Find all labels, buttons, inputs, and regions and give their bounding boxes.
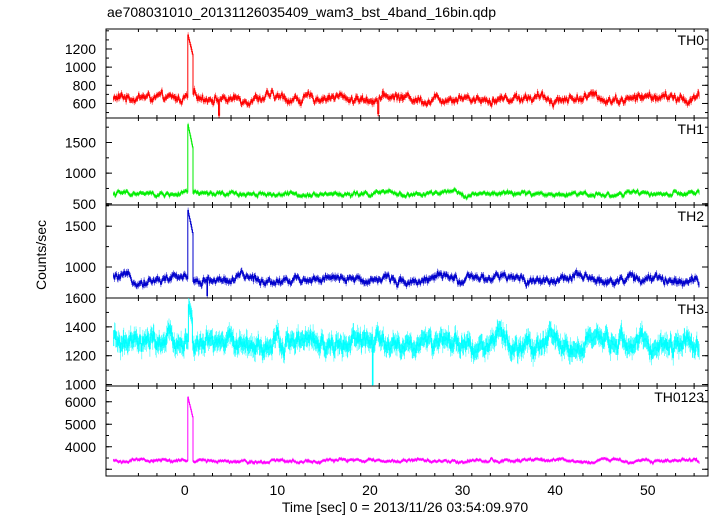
panel-th3: 1000 1200 1400 1600 TH3 [65,290,709,393]
series-error-bars [113,32,700,118]
panel-th2: 1000 1500 TH2 [65,204,709,299]
panel-frame [105,28,709,119]
y-tick-label: 600 [73,95,97,111]
panel-label: TH1 [678,121,705,137]
panel-label: TH3 [678,301,705,317]
y-tick-label: 1600 [65,290,96,306]
y-tick-label: 1000 [65,165,96,181]
y-tick-label: 1500 [65,218,96,234]
series-line-th2 [113,209,700,297]
x-tick-label: 40 [547,482,563,498]
panel-frame [105,385,709,477]
y-tick-label: 500 [73,196,97,212]
panel-th1: 500 1000 1500 TH1 [65,117,709,212]
series-line-th1 [113,124,700,200]
x-tick-label: 50 [640,482,656,498]
panel-label: TH0123 [654,389,704,405]
y-tick-label: 6000 [65,394,96,410]
panel-label: TH0 [678,32,705,48]
y-tick-label: 1000 [65,59,96,75]
panel-label: TH2 [678,208,705,224]
series-error-bars [113,396,700,466]
y-tick-label: 5000 [65,416,96,432]
x-tick-label: 10 [270,482,286,498]
y-tick-label: 4000 [65,439,96,455]
panel-th0: 600 800 1000 1200 TH0 [65,28,709,119]
series-line-th0123 [113,396,700,465]
x-tick-label: 0 [181,482,189,498]
series-line-th3 [113,304,700,386]
y-axis-label: Counts/sec [33,220,49,290]
y-tick-label: 1400 [65,319,96,335]
y-tick-label: 1000 [65,377,96,393]
y-tick-label: 1000 [65,259,96,275]
series-line-th0 [113,34,700,116]
panel-th0123: 4000 5000 6000 TH0123 [65,385,709,477]
y-tick-label: 800 [73,77,97,93]
x-axis-label: Time [sec] 0 = 2013/11/26 03:54:09.970 [282,499,529,515]
chart-title: ae708031010_20131126035409_wam3_bst_4ban… [107,4,496,20]
x-tick-label: 20 [362,482,378,498]
y-tick-label: 1200 [65,348,96,364]
series-error-bars [113,122,700,201]
x-tick-label: 30 [455,482,471,498]
y-tick-label: 1200 [65,41,96,57]
y-tick-label: 1500 [65,135,96,151]
